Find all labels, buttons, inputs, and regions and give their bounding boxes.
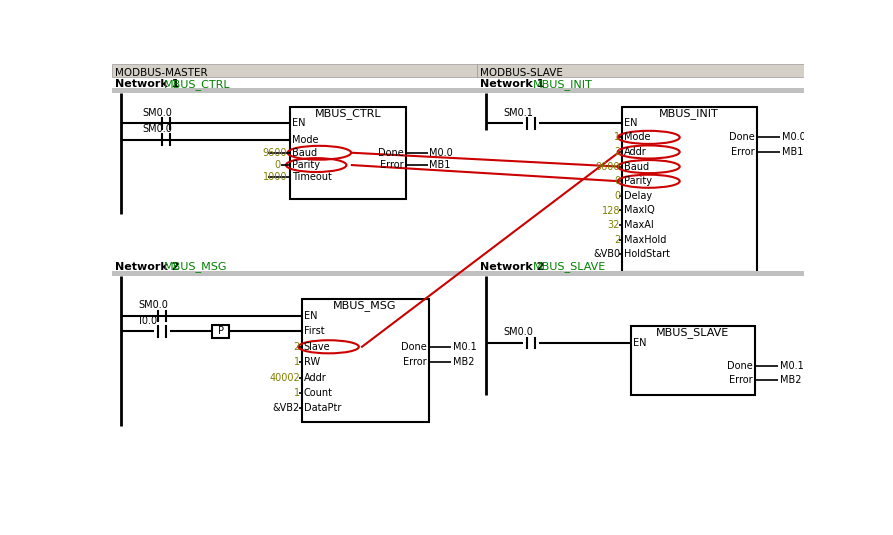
Text: HoldStart: HoldStart	[624, 249, 670, 259]
Text: 0: 0	[613, 191, 620, 201]
Text: Network 1: Network 1	[480, 79, 544, 89]
Bar	[477, 64, 804, 77]
Text: EN: EN	[292, 118, 305, 128]
Text: Network 2: Network 2	[480, 262, 544, 272]
Text: SM0.0: SM0.0	[504, 327, 534, 337]
Text: M0.0: M0.0	[430, 148, 453, 158]
Bar	[477, 88, 804, 94]
Text: &VB2: &VB2	[272, 403, 300, 414]
Text: Network 2: Network 2	[114, 262, 179, 272]
Text: EN: EN	[633, 338, 647, 348]
Text: M0.1: M0.1	[453, 342, 476, 352]
Text: EN: EN	[304, 311, 317, 321]
Text: Done: Done	[401, 342, 427, 352]
Text: Error: Error	[380, 160, 404, 170]
Text: SM0.0: SM0.0	[143, 108, 172, 118]
Text: 2: 2	[613, 147, 620, 157]
Text: 9600: 9600	[596, 162, 620, 172]
Text: Slave: Slave	[304, 342, 330, 352]
Text: 9600: 9600	[263, 148, 288, 158]
Text: MB2: MB2	[780, 375, 801, 385]
Text: Addr: Addr	[304, 372, 327, 383]
Text: P: P	[218, 326, 224, 337]
Text: Delay: Delay	[624, 191, 652, 201]
Text: M0.0: M0.0	[782, 132, 805, 142]
Text: 0: 0	[613, 176, 620, 186]
Text: MODBUS-SLAVE: MODBUS-SLAVE	[480, 67, 563, 78]
Text: RW: RW	[304, 357, 320, 367]
Text: 2: 2	[613, 235, 620, 244]
Text: Error: Error	[731, 147, 755, 157]
Text: M0.1: M0.1	[780, 361, 804, 371]
Bar	[112, 64, 477, 77]
Text: 32: 32	[607, 220, 620, 230]
Text: MaxAI: MaxAI	[624, 220, 654, 230]
Text: MBUS_MSG: MBUS_MSG	[164, 261, 228, 272]
Bar	[290, 106, 406, 199]
Bar	[630, 326, 755, 395]
Text: Done: Done	[727, 361, 753, 371]
Text: MBUS_INIT: MBUS_INIT	[532, 79, 592, 90]
Text: Parity: Parity	[624, 176, 652, 186]
Text: EN: EN	[624, 118, 638, 128]
Text: Parity: Parity	[292, 160, 321, 170]
Bar	[302, 299, 430, 422]
Text: Timeout: Timeout	[292, 172, 332, 182]
Text: MB1: MB1	[782, 147, 804, 157]
Text: Done: Done	[378, 148, 404, 158]
Text: 2: 2	[294, 342, 300, 352]
Text: MB1: MB1	[430, 160, 451, 170]
Text: Error: Error	[729, 375, 753, 385]
Text: MaxIQ: MaxIQ	[624, 205, 655, 216]
Text: MaxHold: MaxHold	[624, 235, 666, 244]
Text: Baud: Baud	[624, 162, 649, 172]
Text: I0.0: I0.0	[138, 316, 157, 326]
Text: First: First	[304, 326, 324, 337]
Text: 128: 128	[602, 205, 620, 216]
Text: 40002: 40002	[269, 372, 300, 383]
Text: 1000: 1000	[263, 172, 288, 182]
Text: MBUS_SLAVE: MBUS_SLAVE	[656, 327, 730, 338]
Bar	[622, 106, 757, 272]
Text: &VB0: &VB0	[593, 249, 620, 259]
Text: Network 1: Network 1	[114, 79, 179, 89]
Text: SM0.1: SM0.1	[504, 108, 534, 118]
Bar	[213, 325, 230, 338]
Text: MBUS_INIT: MBUS_INIT	[659, 108, 719, 119]
Text: Error: Error	[404, 357, 427, 367]
Text: Addr: Addr	[624, 147, 647, 157]
Bar	[112, 88, 477, 94]
Text: MBUS_CTRL: MBUS_CTRL	[164, 79, 231, 90]
Text: 1: 1	[294, 388, 300, 398]
Text: 1: 1	[294, 357, 300, 367]
Bar	[112, 271, 477, 276]
Text: MBUS_CTRL: MBUS_CTRL	[314, 108, 381, 119]
Text: 0: 0	[274, 160, 280, 170]
Text: Mode: Mode	[292, 135, 319, 144]
Text: 1: 1	[613, 132, 620, 142]
Text: SM0.0: SM0.0	[138, 300, 169, 310]
Text: SM0.0: SM0.0	[143, 124, 172, 134]
Text: MODBUS-MASTER: MODBUS-MASTER	[114, 67, 207, 78]
Text: Baud: Baud	[292, 148, 317, 158]
Text: MBUS_SLAVE: MBUS_SLAVE	[532, 261, 605, 272]
Text: Count: Count	[304, 388, 333, 398]
Text: Mode: Mode	[624, 132, 650, 142]
Text: MB2: MB2	[453, 357, 474, 367]
Text: DataPtr: DataPtr	[304, 403, 341, 414]
Text: MBUS_MSG: MBUS_MSG	[333, 301, 396, 311]
Text: Done: Done	[729, 132, 755, 142]
Bar	[477, 271, 804, 276]
